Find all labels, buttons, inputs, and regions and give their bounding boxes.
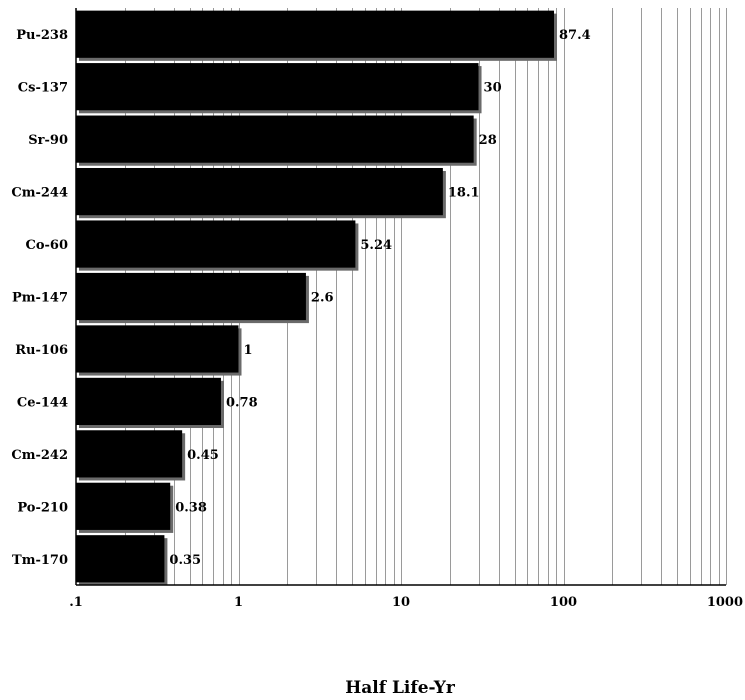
bar-sr-90 bbox=[76, 115, 474, 163]
bar-tm-170 bbox=[76, 535, 165, 583]
x-tick-label: .1 bbox=[69, 595, 83, 610]
data-label: 2.6 bbox=[311, 291, 334, 306]
bar-series bbox=[76, 10, 557, 586]
bar-cm-244 bbox=[76, 167, 443, 216]
category-label: Pu-238 bbox=[16, 28, 68, 43]
data-label: 87.4 bbox=[559, 28, 591, 43]
bar-pu-238 bbox=[76, 10, 554, 58]
data-label: 18.1 bbox=[448, 186, 480, 201]
category-labels: Pu-238 Cs-137 Sr-90 Cm-244 Co-60 Pm-147 Ru-106… bbox=[11, 28, 68, 568]
category-label: Sr-90 bbox=[28, 133, 68, 148]
bar-co-60 bbox=[76, 220, 356, 268]
category-label: Po-210 bbox=[17, 500, 68, 515]
data-label: 0.35 bbox=[169, 553, 201, 568]
x-tick-label: 1 bbox=[234, 595, 243, 610]
category-label: Tm-170 bbox=[12, 553, 68, 568]
bar-cs-137 bbox=[76, 63, 479, 111]
x-axis-title: Half Life-Yr bbox=[345, 678, 456, 698]
data-label: 28 bbox=[479, 133, 497, 148]
bar-ru-106 bbox=[76, 325, 239, 373]
category-label: Ru-106 bbox=[15, 343, 68, 358]
x-tick-label: 10 bbox=[392, 595, 410, 610]
data-label: 0.78 bbox=[226, 395, 258, 410]
data-labels: 87.4 30 28 18.1 5.24 2.6 1 0.78 0.45 0.38 0.35 bbox=[169, 28, 590, 568]
x-tick-labels: .1 1 10 100 1000 bbox=[69, 595, 743, 610]
category-label: Cm-244 bbox=[11, 186, 68, 201]
bar-cm-242 bbox=[76, 430, 183, 478]
bar-ce-144 bbox=[76, 377, 221, 426]
x-tick-label: 1000 bbox=[707, 595, 743, 610]
x-tick-label: 100 bbox=[550, 595, 577, 610]
data-label: 0.45 bbox=[187, 448, 219, 463]
category-label: Pm-147 bbox=[12, 291, 68, 306]
category-label: Cm-242 bbox=[11, 448, 68, 463]
category-label: Ce-144 bbox=[17, 395, 68, 410]
data-label: 30 bbox=[484, 81, 502, 96]
bar-pm-147 bbox=[76, 272, 306, 321]
category-label: Cs-137 bbox=[18, 81, 68, 96]
data-label: 5.24 bbox=[360, 238, 392, 253]
data-label: 1 bbox=[244, 343, 253, 358]
bar-po-210 bbox=[76, 482, 171, 530]
data-label: 0.38 bbox=[175, 500, 207, 515]
category-label: Co-60 bbox=[25, 238, 68, 253]
